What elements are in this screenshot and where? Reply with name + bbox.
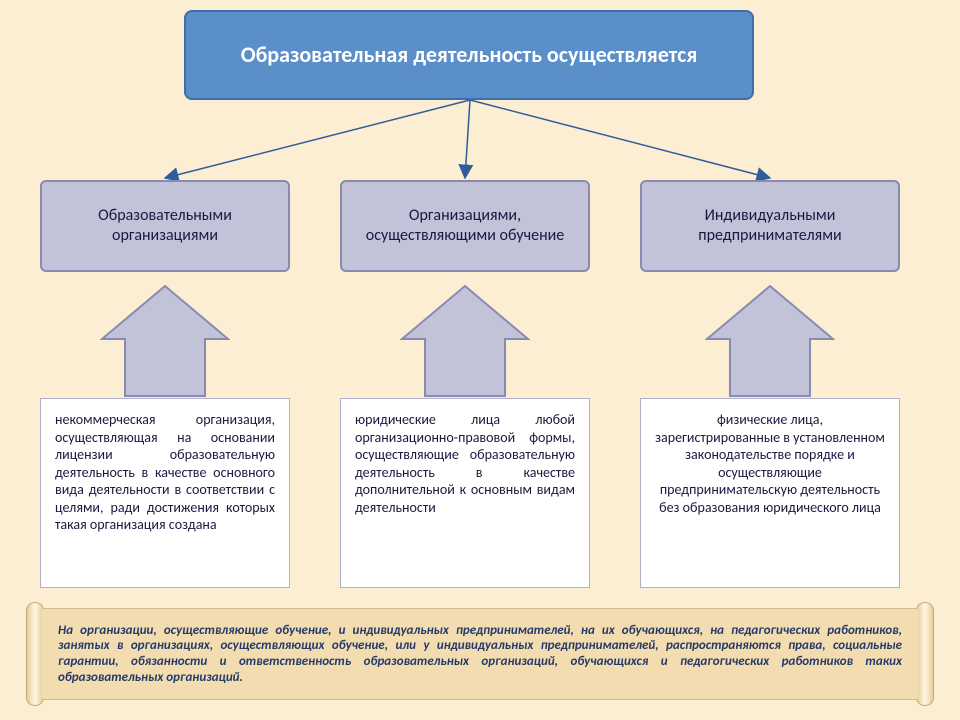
footnote-scroll: На организации, осуществляющие обучение,… bbox=[28, 608, 932, 700]
up-arrow-1 bbox=[100, 284, 230, 398]
branch-box-3: Индивидуальными предпринимателями bbox=[640, 180, 900, 272]
description-text: физические лица, зарегистрированные в ус… bbox=[655, 411, 885, 516]
up-arrow-2 bbox=[400, 284, 530, 398]
branch-label: Индивидуальными предпринимателями bbox=[654, 206, 886, 246]
title-text: Образовательная деятельность осуществляе… bbox=[241, 41, 698, 69]
title-box: Образовательная деятельность осуществляе… bbox=[184, 10, 754, 100]
description-box-2: юридические лица любой организационно-пр… bbox=[340, 398, 590, 588]
up-arrow-3 bbox=[705, 284, 835, 398]
description-text: юридические лица любой организационно-пр… bbox=[355, 411, 575, 516]
footnote-text: На организации, осуществляющие обучение,… bbox=[58, 623, 902, 685]
description-box-1: некоммерческая организация, осуществляющ… bbox=[40, 398, 290, 588]
description-text: некоммерческая организация, осуществляющ… bbox=[55, 411, 275, 533]
description-box-3: физические лица, зарегистрированные в ус… bbox=[640, 398, 900, 588]
scroll-curl-right-icon bbox=[916, 602, 934, 706]
branch-label: Образовательными организациями bbox=[54, 206, 276, 246]
branch-label: Организациями, осуществляющими обучение bbox=[354, 206, 576, 246]
branch-box-1: Образовательными организациями bbox=[40, 180, 290, 272]
footnote-body: На организации, осуществляющие обучение,… bbox=[42, 608, 918, 700]
branch-box-2: Организациями, осуществляющими обучение bbox=[340, 180, 590, 272]
